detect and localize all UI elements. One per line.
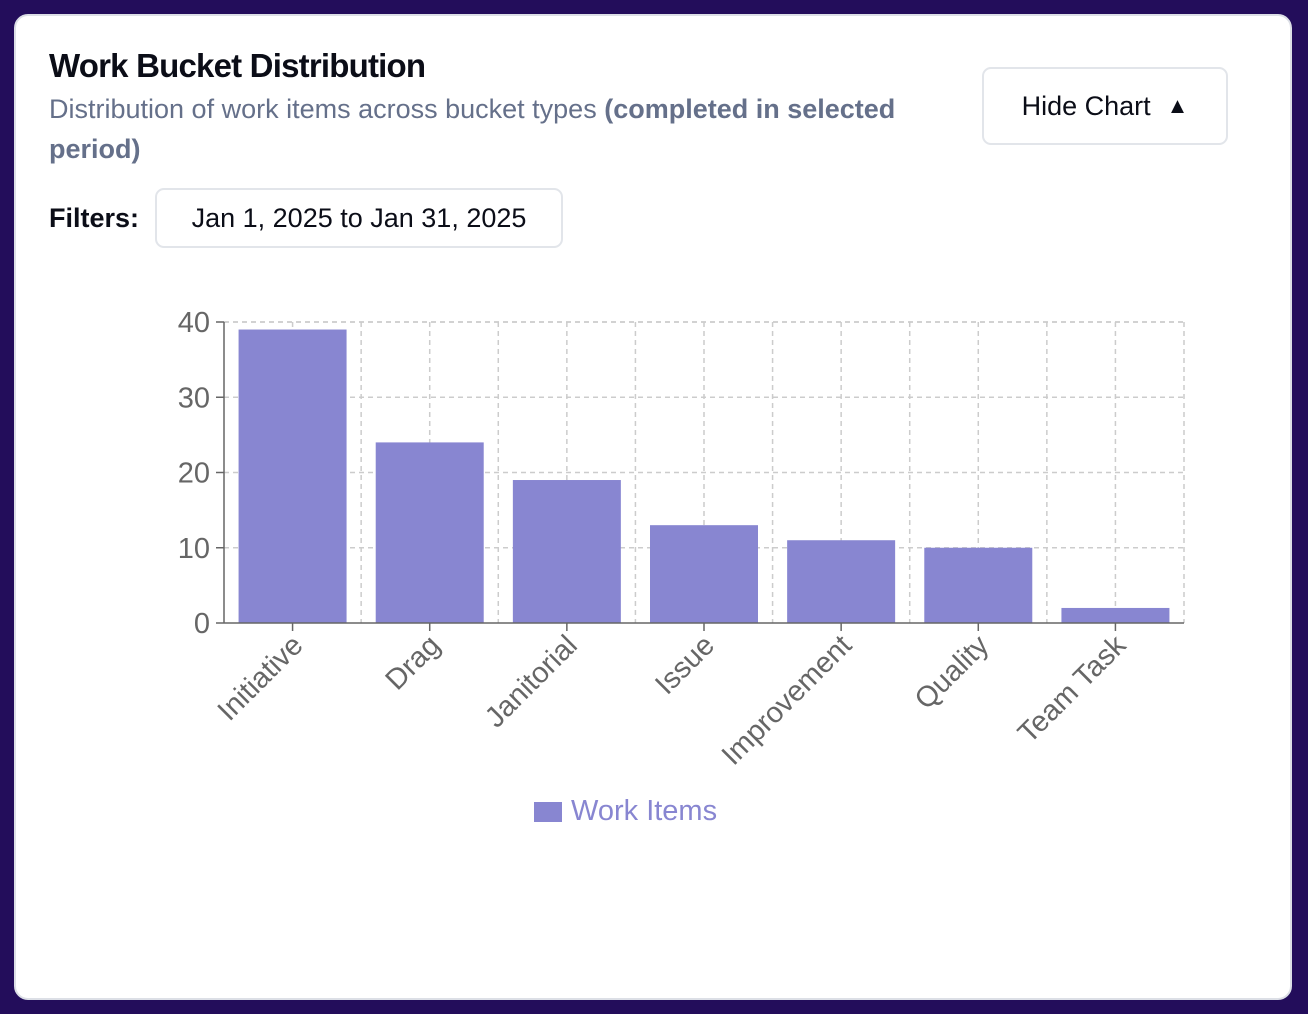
x-tick-label: Improvement xyxy=(716,629,858,771)
bar-quality xyxy=(924,547,1033,623)
subtitle-emphasis: (completed in selected period) xyxy=(49,94,896,164)
bar-drag xyxy=(375,442,484,623)
y-tick-label: 30 xyxy=(178,382,210,414)
x-tick-label: Drag xyxy=(380,629,447,696)
bar-team-task xyxy=(1061,607,1170,623)
hide-chart-label: Hide Chart xyxy=(1021,90,1151,121)
date-range-filter[interactable]: Jan 1, 2025 to Jan 31, 2025 xyxy=(155,188,563,248)
y-tick-label: 20 xyxy=(178,458,210,490)
x-tick-label: Team Task xyxy=(1012,629,1133,750)
card-subtitle: Distribution of work items across bucket… xyxy=(49,89,974,169)
x-tick-label: Initiative xyxy=(212,629,310,727)
chart-card xyxy=(14,14,1292,1000)
y-tick-label: 40 xyxy=(178,307,210,339)
triangle-up-icon: ▲ xyxy=(1166,93,1189,118)
legend-label: Work Items xyxy=(571,795,717,827)
y-tick-label: 0 xyxy=(194,608,210,640)
hide-chart-button[interactable]: Hide Chart ▲ xyxy=(982,67,1228,145)
x-tick-label: Issue xyxy=(649,629,721,701)
bar-improvement xyxy=(787,540,896,623)
filters-label: Filters: xyxy=(49,203,140,233)
x-tick-label: Janitorial xyxy=(479,629,584,734)
bar-janitorial xyxy=(512,480,621,623)
x-tick-label: Quality xyxy=(909,629,996,716)
legend-swatch xyxy=(534,802,562,822)
card-title: Work Bucket Distribution xyxy=(49,47,426,84)
bar-initiative xyxy=(238,329,347,623)
subtitle-text: Distribution of work items across bucket… xyxy=(49,94,597,124)
y-tick-label: 10 xyxy=(178,533,210,565)
bar-issue xyxy=(650,525,758,623)
